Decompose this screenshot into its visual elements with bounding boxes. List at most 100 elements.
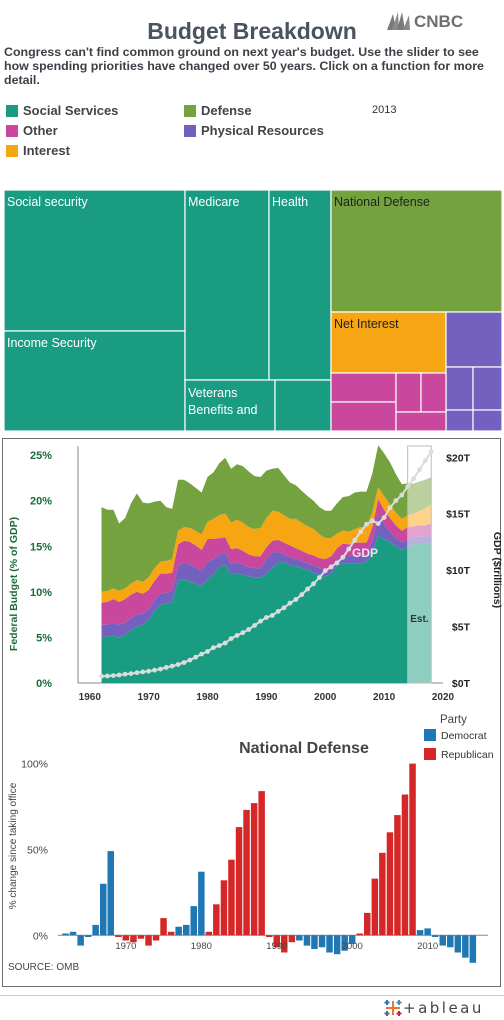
- defense-bar[interactable]: [183, 924, 190, 936]
- treemap-other-5[interactable]: [395, 411, 447, 431]
- area-chart-series: [101, 445, 432, 683]
- gdp-point: [105, 673, 110, 679]
- defense-bar[interactable]: [130, 935, 137, 943]
- legend-interest[interactable]: Interest: [6, 143, 70, 158]
- gdp-point: [399, 492, 405, 498]
- gdp-point: [205, 649, 210, 654]
- treemap-social-small[interactable]: [274, 379, 332, 431]
- swatch-social: [6, 104, 18, 117]
- area-series-social-services[interactable]: [101, 535, 432, 683]
- legend-democrat[interactable]: Democrat: [441, 730, 487, 742]
- legend-swatch-republican: [424, 748, 436, 760]
- treemap-other-2[interactable]: [330, 401, 397, 431]
- gdp-point: [328, 564, 334, 570]
- defense-bar[interactable]: [394, 815, 401, 936]
- treemap-physical-5[interactable]: [472, 409, 502, 431]
- defense-bar[interactable]: [145, 935, 152, 946]
- defense-bar[interactable]: [379, 852, 386, 936]
- defense-bar[interactable]: [92, 924, 99, 936]
- defense-bar[interactable]: [175, 926, 182, 936]
- tableau-logo[interactable]: +ableau: [383, 998, 501, 1018]
- defense-bar[interactable]: [84, 935, 92, 937]
- treemap-national-defense[interactable]: [330, 190, 502, 313]
- defense-bar[interactable]: [137, 935, 145, 939]
- defense-bar[interactable]: [318, 935, 326, 948]
- legend-label: Interest: [23, 143, 70, 158]
- area-series-interest[interactable]: [101, 487, 432, 603]
- defense-bar[interactable]: [281, 935, 288, 953]
- area-series-other[interactable]: [101, 498, 432, 625]
- legend-defense[interactable]: Defense: [184, 103, 252, 118]
- legend-physical-resources[interactable]: Physical Resources: [184, 123, 324, 138]
- defense-bar[interactable]: [258, 791, 265, 936]
- defense-bar[interactable]: [288, 935, 296, 943]
- defense-bar[interactable]: [250, 803, 258, 936]
- defense-bar[interactable]: [100, 883, 107, 936]
- defense-bar[interactable]: [311, 935, 318, 949]
- area-series-defense[interactable]: [101, 445, 432, 592]
- defense-bar[interactable]: [371, 878, 379, 936]
- defense-bar[interactable]: [431, 935, 439, 937]
- defense-bar-chart: National Defense Party Democrat Republic…: [8, 714, 494, 973]
- defense-bar[interactable]: [160, 918, 167, 936]
- defense-bar[interactable]: [69, 931, 77, 936]
- area-series-physical-resources[interactable]: [101, 514, 432, 638]
- defense-bar[interactable]: [447, 935, 454, 948]
- defense-bar[interactable]: [439, 935, 447, 946]
- legend-other[interactable]: Other: [6, 123, 58, 138]
- treemap-other-1[interactable]: [330, 372, 397, 403]
- area-chart-ticks: 1960 1970 1980 1990 2000 2010 2020 0% 5% 10% 15% 20…: [30, 450, 471, 702]
- treemap-physical-1[interactable]: [445, 311, 502, 368]
- defense-bar[interactable]: [122, 935, 130, 941]
- defense-bar[interactable]: [62, 933, 69, 936]
- defense-bar[interactable]: [326, 935, 333, 953]
- bar-chart-bars: [62, 763, 477, 963]
- defense-bar[interactable]: [198, 871, 205, 936]
- defense-bar[interactable]: [296, 935, 303, 941]
- defense-bar[interactable]: [333, 935, 341, 955]
- defense-bar[interactable]: [424, 928, 431, 936]
- treemap-other-3[interactable]: [395, 372, 422, 413]
- defense-bar[interactable]: [273, 935, 281, 948]
- defense-bar[interactable]: [107, 851, 115, 936]
- treemap-other-4[interactable]: [420, 372, 447, 413]
- defense-bar[interactable]: [341, 935, 348, 951]
- legend-social-services[interactable]: Social Services: [6, 103, 118, 118]
- defense-bar[interactable]: [462, 935, 469, 958]
- defense-bar[interactable]: [243, 809, 250, 936]
- treemap-income-security[interactable]: [4, 330, 186, 431]
- defense-bar[interactable]: [469, 935, 477, 963]
- treemap-net-interest[interactable]: [330, 311, 447, 374]
- defense-bar[interactable]: [213, 904, 220, 936]
- defense-bar[interactable]: [205, 931, 213, 936]
- defense-bar[interactable]: [235, 827, 243, 936]
- defense-bar[interactable]: [454, 935, 462, 953]
- treemap-health[interactable]: [268, 190, 332, 381]
- legend-republican[interactable]: Republican: [441, 749, 494, 761]
- treemap-social-security[interactable]: [4, 190, 186, 332]
- defense-bar[interactable]: [409, 763, 416, 936]
- defense-bar[interactable]: [364, 912, 371, 936]
- defense-bar[interactable]: [228, 859, 235, 936]
- treemap-physical-3[interactable]: [472, 366, 502, 411]
- defense-bar[interactable]: [77, 935, 84, 946]
- defense-bar[interactable]: [348, 935, 356, 944]
- defense-bar[interactable]: [167, 931, 175, 936]
- gdp-point: [222, 640, 228, 646]
- defense-bar[interactable]: [303, 935, 311, 946]
- treemap-physical-2[interactable]: [445, 366, 474, 411]
- defense-bar[interactable]: [356, 933, 364, 936]
- defense-bar[interactable]: [152, 935, 160, 941]
- defense-bar[interactable]: [266, 935, 273, 937]
- treemap-medicare[interactable]: [184, 190, 270, 381]
- defense-bar[interactable]: [386, 832, 394, 936]
- defense-bar[interactable]: [416, 930, 424, 936]
- defense-bar[interactable]: [220, 880, 228, 936]
- gdp-point: [375, 521, 381, 526]
- treemap-physical-4[interactable]: [445, 409, 474, 431]
- treemap-label-national-defense: National Defense: [334, 195, 430, 209]
- defense-bar[interactable]: [190, 906, 198, 936]
- defense-bar[interactable]: [115, 935, 122, 937]
- defense-bar[interactable]: [401, 794, 409, 936]
- gdp-point: [211, 645, 216, 651]
